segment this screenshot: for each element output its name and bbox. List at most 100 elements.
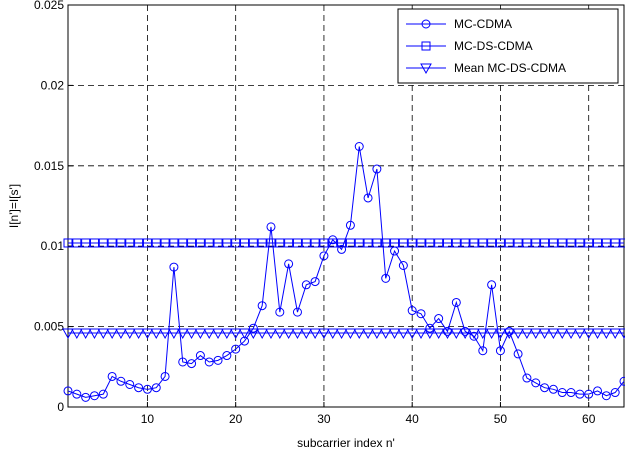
- marker: [185, 328, 198, 340]
- marker: [557, 238, 567, 248]
- marker: [451, 297, 461, 307]
- marker: [593, 386, 603, 396]
- marker: [601, 391, 611, 401]
- marker: [318, 328, 330, 340]
- marker: [116, 238, 126, 248]
- marker: [98, 238, 108, 248]
- marker: [247, 328, 260, 340]
- marker: [459, 328, 471, 340]
- marker: [363, 238, 373, 248]
- marker: [494, 328, 507, 340]
- marker: [70, 328, 83, 340]
- marker: [442, 238, 452, 248]
- marker: [485, 328, 498, 340]
- marker: [142, 238, 152, 248]
- marker: [231, 238, 241, 248]
- marker: [256, 328, 269, 340]
- marker: [565, 328, 577, 340]
- marker: [591, 328, 604, 340]
- marker: [522, 373, 532, 383]
- marker: [420, 63, 432, 75]
- marker: [390, 238, 400, 248]
- marker: [257, 238, 267, 248]
- marker: [142, 384, 152, 394]
- marker: [178, 238, 188, 248]
- marker: [187, 238, 197, 248]
- marker: [89, 391, 99, 401]
- marker: [203, 328, 216, 340]
- marker: [353, 328, 366, 340]
- marker: [81, 392, 91, 402]
- marker: [319, 251, 329, 261]
- marker: [398, 238, 408, 248]
- marker: [115, 328, 127, 340]
- marker: [319, 238, 329, 248]
- marker: [522, 238, 532, 248]
- y-tick-label: 0.005: [34, 320, 64, 334]
- marker: [618, 328, 625, 340]
- marker: [575, 389, 585, 399]
- marker: [363, 193, 373, 203]
- marker: [478, 346, 488, 356]
- marker: [388, 328, 401, 340]
- marker: [540, 383, 550, 393]
- marker: [619, 376, 625, 386]
- marker: [328, 238, 338, 248]
- marker: [123, 328, 136, 340]
- marker: [432, 328, 445, 340]
- marker: [548, 384, 558, 394]
- marker: [301, 238, 311, 248]
- marker: [134, 238, 144, 248]
- marker: [574, 328, 586, 340]
- marker: [266, 238, 276, 248]
- marker: [381, 238, 391, 248]
- marker: [460, 238, 470, 248]
- marker: [495, 238, 505, 248]
- marker: [362, 328, 374, 340]
- marker: [150, 328, 163, 340]
- marker: [548, 238, 558, 248]
- marker: [379, 328, 392, 340]
- marker: [310, 238, 320, 248]
- marker: [575, 238, 585, 248]
- marker: [194, 328, 207, 340]
- marker: [441, 328, 454, 340]
- marker: [106, 328, 118, 340]
- marker: [610, 388, 620, 398]
- marker: [478, 238, 488, 248]
- marker: [222, 351, 232, 361]
- marker: [407, 238, 417, 248]
- marker: [600, 328, 613, 340]
- marker: [421, 41, 431, 51]
- marker: [469, 331, 479, 341]
- marker: [584, 238, 594, 248]
- marker: [265, 328, 277, 340]
- marker: [354, 142, 364, 152]
- marker: [421, 19, 431, 29]
- marker: [372, 238, 382, 248]
- y-tick-label: 0.01: [41, 239, 65, 253]
- marker: [282, 328, 295, 340]
- marker: [610, 238, 620, 248]
- legend-label: Mean MC-DS-CDMA: [454, 61, 566, 75]
- marker: [292, 307, 302, 317]
- marker: [301, 280, 311, 290]
- marker: [195, 351, 205, 361]
- marker: [495, 346, 505, 356]
- marker: [169, 262, 179, 272]
- marker: [407, 306, 417, 316]
- marker: [160, 371, 170, 381]
- marker: [213, 355, 223, 365]
- marker: [151, 383, 161, 393]
- x-tick-label: 30: [317, 412, 331, 426]
- marker: [132, 328, 145, 340]
- marker: [381, 273, 391, 283]
- marker: [512, 328, 524, 340]
- y-axis-label: I[n']=I[s']: [7, 184, 21, 228]
- y-tick-label: 0.025: [34, 0, 64, 12]
- marker: [468, 328, 480, 340]
- marker: [98, 389, 108, 399]
- marker: [326, 328, 339, 340]
- marker: [248, 323, 258, 333]
- legend-label: MC-DS-CDMA: [454, 39, 533, 53]
